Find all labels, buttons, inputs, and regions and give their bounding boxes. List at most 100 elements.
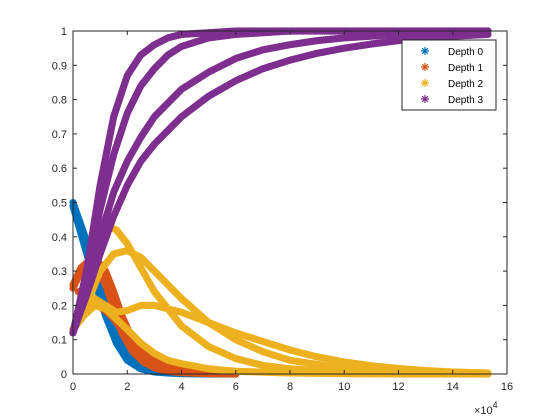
data-point [146, 280, 154, 288]
data-point [95, 235, 104, 243]
data-point [100, 240, 108, 248]
data-point [110, 288, 118, 296]
data-point [228, 353, 236, 361]
data-point [98, 227, 106, 235]
data-point [91, 251, 99, 259]
data-point [167, 306, 175, 314]
data-point [90, 283, 98, 291]
data-point [83, 289, 91, 297]
data-point [158, 359, 166, 367]
data-point [102, 232, 111, 240]
data-point [112, 327, 120, 335]
data-point [165, 305, 173, 313]
data-point [284, 345, 292, 353]
data-point [80, 297, 89, 305]
data-point [82, 291, 91, 299]
data-point [100, 277, 108, 285]
data-point [126, 344, 135, 352]
data-point [263, 63, 271, 72]
data-point [111, 146, 119, 154]
data-point [100, 294, 108, 302]
data-point [127, 248, 135, 257]
data-point [107, 196, 115, 204]
data-point [307, 51, 315, 59]
data-point [303, 350, 311, 358]
data-point [242, 357, 250, 365]
data-point [115, 334, 123, 343]
data-point [85, 283, 93, 291]
data-point [96, 205, 104, 213]
data-point [111, 184, 119, 192]
data-point [102, 212, 110, 221]
data-point [115, 177, 123, 185]
data-point [201, 317, 209, 325]
data-point [248, 49, 257, 57]
data-point [156, 358, 164, 367]
data-point [93, 258, 102, 266]
data-point [115, 304, 123, 312]
data-point [278, 354, 286, 362]
data-point [118, 126, 126, 134]
data-point [212, 64, 220, 72]
data-point [246, 358, 254, 366]
data-point [205, 342, 213, 351]
y-tick-label: 0.9 [52, 60, 67, 72]
data-point [232, 77, 240, 85]
data-point [118, 88, 126, 96]
data-point [206, 343, 215, 352]
data-point [215, 86, 224, 94]
data-point [115, 134, 123, 142]
data-point [129, 170, 138, 178]
data-point [218, 324, 226, 332]
data-point [122, 347, 130, 356]
data-point [136, 135, 144, 143]
data-point [122, 159, 131, 167]
data-point [259, 65, 267, 73]
data-point [145, 361, 153, 369]
data-point [106, 293, 114, 301]
data-point [271, 341, 279, 349]
data-point [117, 338, 125, 346]
data-point [249, 69, 257, 77]
data-point [189, 313, 197, 321]
data-point [208, 90, 216, 98]
data-point [267, 62, 275, 70]
data-point [152, 40, 160, 48]
data-point [161, 304, 169, 312]
data-point [116, 336, 124, 344]
data-point [107, 280, 115, 288]
data-point [250, 48, 259, 57]
data-point [112, 337, 120, 345]
data-point [220, 60, 228, 68]
data-point [100, 188, 108, 197]
data-point [218, 348, 226, 357]
data-point [97, 248, 105, 256]
data-point [251, 68, 259, 76]
data-point [216, 348, 224, 356]
data-point [94, 271, 103, 279]
data-point [120, 117, 129, 126]
data-point [224, 351, 232, 359]
data-point [292, 54, 300, 63]
data-point [82, 246, 90, 254]
data-point [103, 271, 111, 279]
data-point [125, 105, 133, 113]
data-point [98, 225, 107, 233]
data-point [248, 334, 257, 342]
data-point [105, 169, 113, 178]
data-point [208, 66, 217, 74]
data-point [226, 80, 234, 88]
data-point [218, 61, 226, 69]
data-point [284, 57, 292, 65]
data-point [223, 82, 231, 90]
data-point [116, 92, 125, 100]
data-point [255, 360, 263, 368]
data-point [125, 243, 133, 251]
data-point [282, 345, 290, 353]
data-point [72, 321, 80, 329]
data-point [134, 139, 142, 147]
data-point [267, 350, 275, 358]
data-point [124, 107, 132, 115]
data-point [105, 319, 113, 328]
data-point [91, 279, 99, 287]
